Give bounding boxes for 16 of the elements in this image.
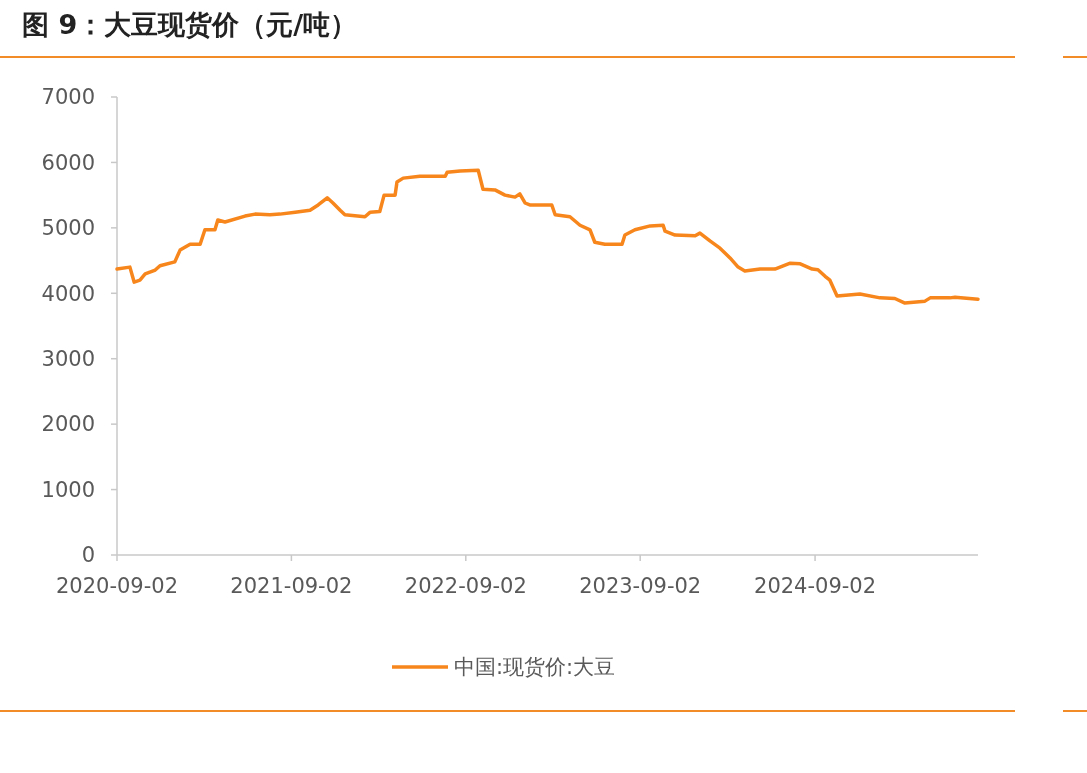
line-series xyxy=(115,168,980,305)
chart-title: 图 9：大豆现货价（元/吨） xyxy=(22,9,358,40)
y-tick-label: 1000 xyxy=(41,477,95,502)
y-tick-label: 3000 xyxy=(41,347,95,372)
y-tick-label: 5000 xyxy=(41,216,95,241)
y-tick-label: 0 xyxy=(81,543,95,568)
y-tick-label: 4000 xyxy=(41,281,95,306)
legend-label: 中国:现货价:大豆 xyxy=(454,655,616,680)
x-tick-label: 2024-09-02 xyxy=(754,574,877,598)
x-tick-label: 2023-09-02 xyxy=(579,574,702,598)
y-tick-label: 6000 xyxy=(41,150,95,175)
y-tick-label: 2000 xyxy=(41,412,95,437)
y-tick-label: 7000 xyxy=(41,85,95,110)
x-tick-label: 2022-09-02 xyxy=(404,574,527,598)
x-tick-label: 2020-09-02 xyxy=(55,574,179,598)
x-tick-label: 2021-09-02 xyxy=(230,574,353,598)
